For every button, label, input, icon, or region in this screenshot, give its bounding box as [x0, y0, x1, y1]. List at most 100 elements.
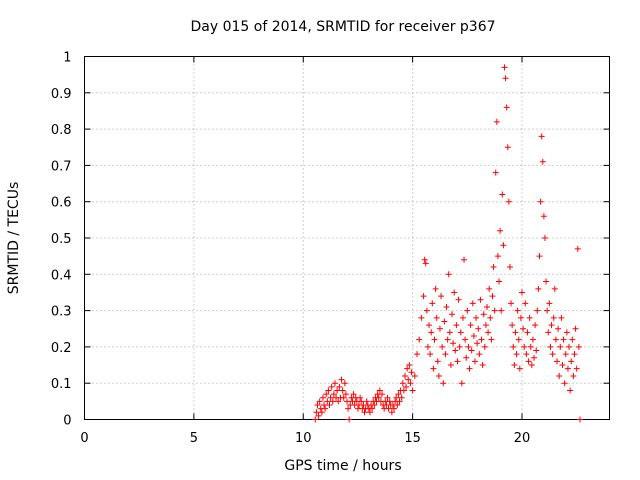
data-point — [528, 362, 535, 369]
data-point — [482, 322, 489, 329]
data-point — [421, 256, 428, 263]
data-point — [315, 412, 322, 419]
data-point — [375, 394, 382, 401]
data-point — [475, 325, 482, 332]
data-point — [519, 289, 525, 296]
data-point — [400, 387, 407, 394]
data-point — [456, 343, 463, 350]
data-point — [480, 311, 487, 318]
chart-title: Day 015 of 2014, SRMTID for receiver p36… — [190, 19, 495, 35]
data-point — [339, 387, 346, 394]
data-point — [379, 391, 385, 398]
data-point — [503, 104, 510, 111]
data-point — [469, 300, 476, 307]
data-point — [346, 416, 353, 423]
data-point — [407, 380, 414, 387]
data-point — [420, 293, 427, 300]
data-point — [461, 256, 468, 263]
data-point — [522, 300, 529, 307]
data-point — [511, 362, 518, 369]
data-point — [484, 303, 490, 310]
data-point — [393, 394, 400, 401]
data-point — [357, 394, 364, 401]
y-tick-label: 0.7 — [51, 159, 72, 174]
data-point — [384, 394, 391, 401]
y-tick-label: 0.5 — [51, 232, 72, 247]
data-point — [513, 351, 520, 358]
data-point — [502, 75, 509, 82]
data-point — [517, 314, 524, 321]
data-point — [476, 351, 483, 358]
data-point — [338, 376, 345, 383]
x-tick-label: 10 — [295, 431, 312, 446]
data-point — [544, 307, 551, 314]
data-point — [520, 325, 527, 332]
data-point — [458, 380, 465, 387]
data-point — [321, 401, 328, 408]
data-point — [414, 351, 420, 358]
data-point — [318, 409, 325, 416]
data-point — [524, 329, 531, 336]
data-point — [441, 318, 448, 325]
data-point — [342, 391, 349, 398]
y-tick-label: 0.3 — [51, 305, 72, 320]
data-point — [340, 394, 347, 401]
data-point — [504, 144, 511, 151]
data-point — [429, 300, 436, 307]
data-point — [555, 325, 562, 332]
data-point — [551, 285, 558, 292]
data-point — [423, 307, 430, 314]
data-point — [408, 369, 415, 376]
data-point — [488, 336, 495, 343]
data-point — [406, 362, 413, 369]
data-point — [560, 336, 567, 343]
data-point — [322, 405, 329, 412]
data-point — [526, 314, 533, 321]
data-point — [325, 387, 332, 394]
data-point — [554, 358, 560, 365]
data-point — [323, 391, 330, 398]
y-tick-label: 0.6 — [51, 196, 72, 211]
data-point — [549, 351, 556, 358]
data-point — [481, 343, 488, 350]
data-point — [341, 380, 348, 387]
data-point — [563, 329, 570, 336]
data-point — [550, 314, 557, 321]
data-point — [525, 358, 532, 365]
data-point — [363, 398, 370, 405]
data-point — [433, 314, 440, 321]
data-point — [449, 311, 455, 318]
data-point — [434, 358, 441, 365]
data-point — [431, 336, 438, 343]
data-point — [576, 416, 583, 423]
data-point — [569, 336, 576, 343]
data-point — [559, 362, 566, 369]
data-point — [328, 383, 335, 390]
data-point — [388, 409, 395, 416]
data-point — [540, 213, 547, 220]
data-point — [430, 365, 437, 372]
data-point — [558, 314, 565, 321]
data-point — [418, 314, 425, 321]
data-point — [447, 362, 454, 369]
data-point — [532, 322, 539, 329]
data-point — [403, 383, 410, 390]
axis-ticks: 00.10.20.30.40.50.60.70.80.910 5 10 15 20 — [51, 51, 610, 446]
x-tick-label: 15 — [404, 431, 421, 446]
y-tick-label: 0.1 — [51, 377, 72, 392]
data-point — [442, 351, 449, 358]
data-point — [539, 158, 546, 165]
data-point — [398, 394, 405, 401]
data-point — [409, 387, 416, 394]
data-point — [399, 380, 406, 387]
data-point — [312, 416, 319, 423]
data-point — [376, 387, 383, 394]
data-point — [336, 383, 343, 390]
data-point — [361, 409, 368, 416]
data-point — [427, 351, 434, 358]
data-point — [537, 198, 544, 205]
data-point — [573, 365, 580, 372]
data-point — [422, 260, 429, 267]
data-point — [506, 264, 513, 271]
data-point — [497, 227, 504, 234]
